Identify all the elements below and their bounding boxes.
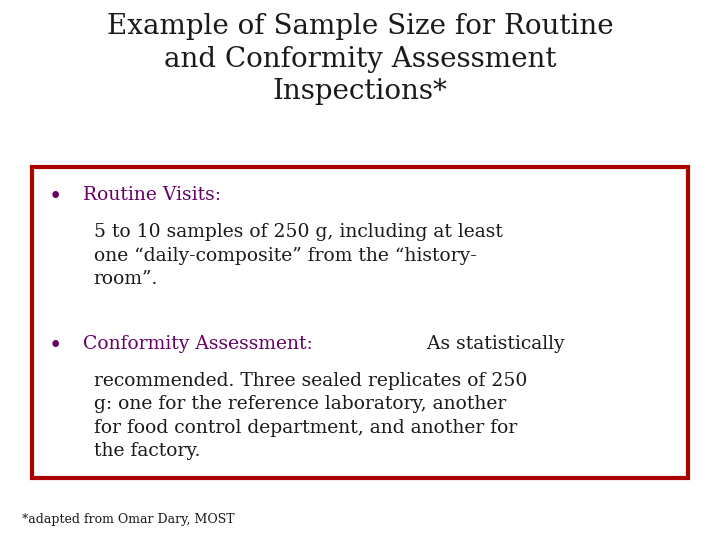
Text: Example of Sample Size for Routine
and Conformity Assessment
Inspections*: Example of Sample Size for Routine and C…: [107, 14, 613, 105]
Text: •: •: [49, 335, 63, 357]
Text: 5 to 10 samples of 250 g, including at least
one “daily-composite” from the “his: 5 to 10 samples of 250 g, including at l…: [94, 223, 503, 288]
FancyBboxPatch shape: [32, 167, 688, 478]
Text: Conformity Assessment:: Conformity Assessment:: [83, 335, 312, 353]
Text: As statistically: As statistically: [421, 335, 564, 353]
Text: *adapted from Omar Dary, MOST: *adapted from Omar Dary, MOST: [22, 514, 234, 526]
Text: •: •: [49, 186, 63, 208]
Text: Routine Visits:: Routine Visits:: [83, 186, 221, 204]
Text: recommended. Three sealed replicates of 250
g: one for the reference laboratory,: recommended. Three sealed replicates of …: [94, 372, 527, 460]
